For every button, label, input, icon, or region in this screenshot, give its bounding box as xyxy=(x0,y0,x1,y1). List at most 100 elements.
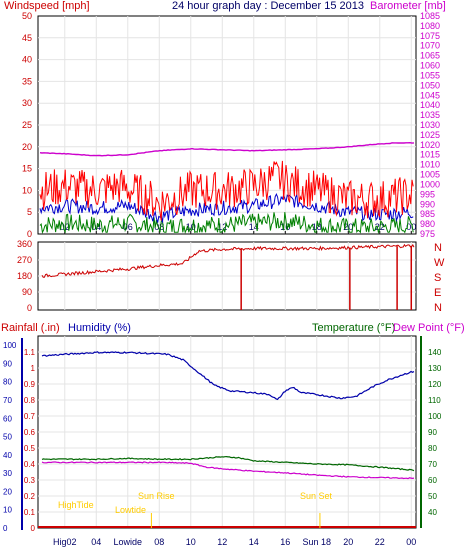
windspeed-tick-label: 15 xyxy=(22,164,32,174)
rainfall-tick-label: 1 xyxy=(31,364,36,373)
barometer-tick-label: 1065 xyxy=(420,51,440,61)
windspeed-tick-label: 40 xyxy=(22,55,32,65)
hour-tick-label: Hig02 xyxy=(53,537,77,547)
hour-tick-label: 08 xyxy=(154,537,164,547)
direction-series xyxy=(41,243,415,310)
hour-tick-label: 04 xyxy=(91,222,101,232)
windspeed-tick-label: 35 xyxy=(22,76,32,86)
windspeed-axis-label: Windspeed [mph] xyxy=(4,0,90,12)
compass-tick-label: N xyxy=(434,242,442,254)
humidity-tick-label: 50 xyxy=(3,433,12,442)
barometer-tick-label: 990 xyxy=(420,199,435,209)
series-pressure xyxy=(39,141,415,157)
bottom-hour-ticks: Hig02 04 Lowide 08 10 12 14 16 Sun 18 20 22 00 xyxy=(53,537,416,547)
humidity-tick-label: 100 xyxy=(3,341,17,350)
temperature-tick-label: 70 xyxy=(428,460,437,469)
humidity-tick-label: 80 xyxy=(3,378,12,387)
windspeed-tick-label: 0 xyxy=(27,229,32,239)
barometer-tick-label: 1040 xyxy=(420,100,440,110)
series-humidity xyxy=(41,351,415,401)
temperature-tick-label: 50 xyxy=(428,492,437,501)
rainfall-tick-label: 0.6 xyxy=(24,428,36,437)
rainfall-tick-label: 0.7 xyxy=(24,412,36,421)
bottom-series xyxy=(38,351,416,528)
compass-tick-label: S xyxy=(434,272,441,284)
temperature-tick-label: 80 xyxy=(428,444,437,453)
barometer-tick-label: 1020 xyxy=(420,140,440,150)
hour-tick-label: 02 xyxy=(60,222,70,232)
barometer-tick-label: 1010 xyxy=(420,160,440,170)
hour-tick-label: 10 xyxy=(186,537,196,547)
windspeed-tick-label: 50 xyxy=(22,11,32,21)
hour-tick-label: 08 xyxy=(154,222,164,232)
humidity-tick-label: 70 xyxy=(3,396,12,405)
rainfall-tick-label: 0.4 xyxy=(24,460,36,469)
series-temperature xyxy=(41,455,415,472)
humidity-tick-label: 20 xyxy=(3,487,12,496)
hour-tick-label: 12 xyxy=(217,222,227,232)
barometer-tick-label: 1080 xyxy=(420,21,440,31)
series-gust xyxy=(39,160,414,221)
compass-tick-label: N xyxy=(434,302,442,314)
sun-set-label: Sun Set xyxy=(300,491,333,501)
barometer-tick-label: 1000 xyxy=(420,179,440,189)
barometer-tick-label: 1005 xyxy=(420,170,440,180)
direction-tick-label: 270 xyxy=(17,255,32,265)
barometer-tick-label: 995 xyxy=(420,189,435,199)
windspeed-tick-label: 20 xyxy=(22,142,32,152)
series-dewpoint xyxy=(41,461,415,480)
series-avg xyxy=(39,192,414,223)
rainfall-tick-label: 0.2 xyxy=(24,492,36,501)
bottom-panel-grid xyxy=(38,336,416,528)
windspeed-tick-label: 30 xyxy=(22,98,32,108)
hour-tick-label: 00 xyxy=(406,222,416,232)
rainfall-tick-label: 0.5 xyxy=(24,444,36,453)
hour-tick-label: 22 xyxy=(375,537,385,547)
barometer-tick-label: 980 xyxy=(420,219,435,229)
wind-series xyxy=(39,141,415,234)
barometer-tick-label: 1050 xyxy=(420,80,440,90)
barometer-tick-label: 1025 xyxy=(420,130,440,140)
dewpoint-axis-label: Dew Point (°F) xyxy=(393,322,465,334)
temperature-axis-label: Temperature (°F) xyxy=(312,322,395,334)
rainfall-tick-label: 0.9 xyxy=(24,380,36,389)
direction-tick-label: 180 xyxy=(17,271,32,281)
hour-tick-label: Sun 18 xyxy=(303,537,332,547)
barometer-tick-label: 1075 xyxy=(420,31,440,41)
direction-tick-label: 360 xyxy=(17,239,32,249)
hour-tick-label: 14 xyxy=(249,222,259,232)
humidity-tick-label: 0 xyxy=(3,524,8,533)
rainfall-tick-label: 0.3 xyxy=(24,476,36,485)
low-tide-label: Lowtide xyxy=(115,505,146,515)
windspeed-ticks: 0 5 10 15 20 25 30 35 40 45 50 xyxy=(22,11,32,239)
hour-tick-label: 16 xyxy=(280,222,290,232)
barometer-tick-label: 975 xyxy=(420,229,435,239)
hour-tick-label: 04 xyxy=(91,537,101,547)
series-direction xyxy=(41,243,415,278)
humidity-tick-label: 40 xyxy=(3,451,12,460)
humidity-tick-label: 90 xyxy=(3,359,12,368)
hour-tick-label: 20 xyxy=(343,537,353,547)
windspeed-tick-label: 25 xyxy=(22,120,32,130)
temperature-tick-label: 130 xyxy=(428,364,442,373)
windspeed-tick-label: 45 xyxy=(22,33,32,43)
direction-tick-label: 0 xyxy=(27,303,32,313)
temperature-ticks: 40 50 60 70 80 90 100 110 120 130 140 xyxy=(420,336,442,528)
temperature-tick-label: 90 xyxy=(428,428,437,437)
direction-ticks: 0 90 180 270 360 xyxy=(17,239,32,313)
humidity-axis-label: Humidity (%) xyxy=(68,322,131,334)
barometer-tick-label: 1015 xyxy=(420,150,440,160)
direction-panel-grid xyxy=(38,242,416,310)
wind-panel-grid xyxy=(38,16,416,234)
rainfall-tick-label: 1.1 xyxy=(24,348,36,357)
barometer-tick-label: 985 xyxy=(420,209,435,219)
sun-rise-label: Sun Rise xyxy=(138,491,175,501)
barometer-tick-label: 1055 xyxy=(420,70,440,80)
compass-tick-label: W xyxy=(434,257,445,269)
rainfall-axis-label: Rainfall (.in) xyxy=(1,322,60,334)
direction-tick-label: 90 xyxy=(22,287,32,297)
barometer-tick-label: 1060 xyxy=(420,61,440,71)
